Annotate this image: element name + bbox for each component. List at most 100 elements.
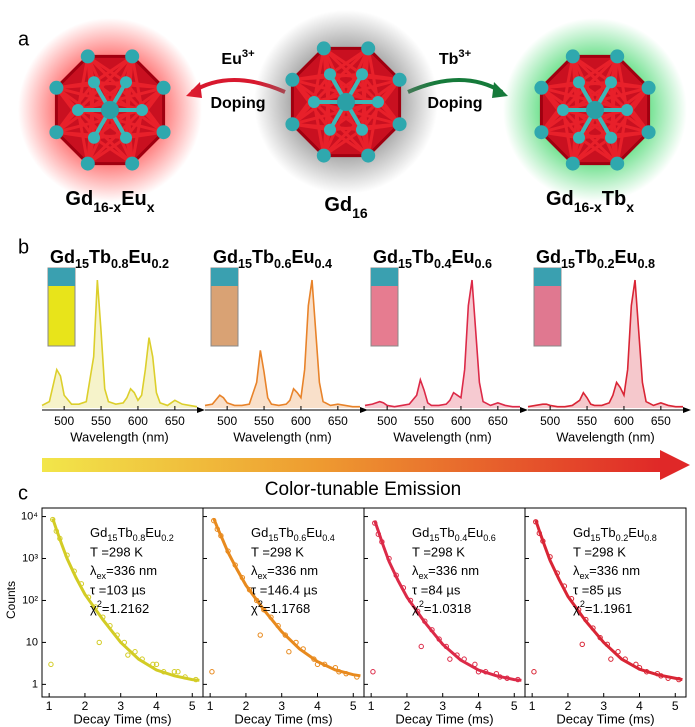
vial-cap [48,268,75,286]
bond [322,47,363,76]
script: 0.8 [644,533,657,543]
formula: λex=336 nm [90,563,157,581]
text-part: Eu [628,525,644,540]
axis-arrow [360,407,368,413]
gd-atom [356,123,368,136]
formula: Gd15Tb0.8Eu0.2 [90,525,174,543]
text-part: Gd [546,188,574,210]
script: 0.4 [315,257,333,271]
x-tick-label: 550 [91,414,111,428]
annotation: τ =146.4 µs [251,582,318,597]
x-tick-label: 4 [475,699,482,713]
vial-cap [211,268,238,286]
x-tick-label: 600 [128,414,148,428]
bond [562,86,649,112]
formula: λex=336 nm [412,563,479,581]
script: 0.2 [616,533,629,543]
gd-atom [80,156,95,171]
formula: Tb3+ [439,48,472,68]
script: 0.2 [597,257,615,271]
text-part: λ [573,563,580,578]
script: 15 [268,533,278,543]
text-part: =336 nm [267,563,318,578]
script: 2 [580,599,585,609]
script: 16-x [93,199,121,215]
text-part: Tb [412,247,434,267]
y-tick-label: 10² [22,594,38,606]
text-part: Gd [90,525,107,540]
data-point [370,669,376,675]
x-tick-label: 5 [189,699,196,713]
script: 15 [561,257,575,271]
gd-atom [156,125,171,140]
annotation: T =298 K [573,544,626,559]
x-tick-label: 550 [414,414,434,428]
text-part: Eu [615,247,638,267]
script: 0.6 [475,257,493,271]
gd-atom [156,80,171,95]
formula: Gd15Tb0.2Eu0.8 [536,247,655,272]
gd-atom [641,125,656,140]
text-part: =1.1961 [585,601,632,616]
formula: Eu3+ [221,48,255,68]
data-point [153,661,160,668]
spectrum-line [204,279,360,408]
script: 2 [419,599,424,609]
y-tick-label: 10 [26,636,38,648]
gd-atom [308,96,320,108]
gd-atom [372,96,384,108]
gd-atom [337,93,355,111]
gd-atom [534,80,549,95]
script: 3+ [242,48,255,60]
x-tick-label: 650 [328,414,348,428]
script: 0.8 [111,257,129,271]
bond [86,55,127,84]
text-part: Eu [467,525,483,540]
x-tick-label: 500 [540,414,560,428]
data-point [171,669,178,675]
text-part: Tb [89,247,111,267]
y-tick-label: 1 [32,678,38,690]
text-part: =1.2162 [102,601,149,616]
gd-atom [324,123,336,136]
gd-atom [361,41,376,56]
script: 2 [97,599,102,609]
bond [77,86,164,112]
gradient-arrow [42,458,662,472]
gd-atom [586,101,604,119]
script: 0.4 [455,533,468,543]
formula: Gd16-xEux [65,188,154,214]
text-part: =1.1768 [263,601,310,616]
arrow-caption: Color-tunable Emission [265,479,461,500]
x-tick-label: 3 [439,699,446,713]
x-tick-label: 600 [291,414,311,428]
x-tick-label: 3 [278,699,285,713]
panel-label: a [18,28,30,50]
text-part: =336 nm [428,563,479,578]
script: 0.6 [483,533,496,543]
annotation: T =298 K [251,544,304,559]
data-point [608,656,614,662]
data-point [175,669,181,675]
gd-atom [101,101,119,119]
x-tick-label: 2 [565,699,572,713]
data-point [125,652,131,658]
x-tick-label: 4 [153,699,160,713]
text-part: χ [251,601,258,616]
text-part: Gd [573,525,590,540]
fit-line [51,518,200,682]
x-axis-label: Decay Time (ms) [234,711,332,726]
x-axis-label: Decay Time (ms) [395,711,493,726]
bond [578,55,619,84]
script: 16 [352,205,368,221]
text-part: Eu [221,51,241,68]
script: 0.2 [152,257,170,271]
script: ex [97,571,107,581]
text-part: Tb [575,247,597,267]
formula: Gd15Tb0.8Eu0.2 [50,247,169,272]
text-part: λ [412,563,419,578]
script: ex [419,571,429,581]
gd-atom [125,49,140,64]
gd-atom [285,72,300,87]
bond [322,128,363,157]
